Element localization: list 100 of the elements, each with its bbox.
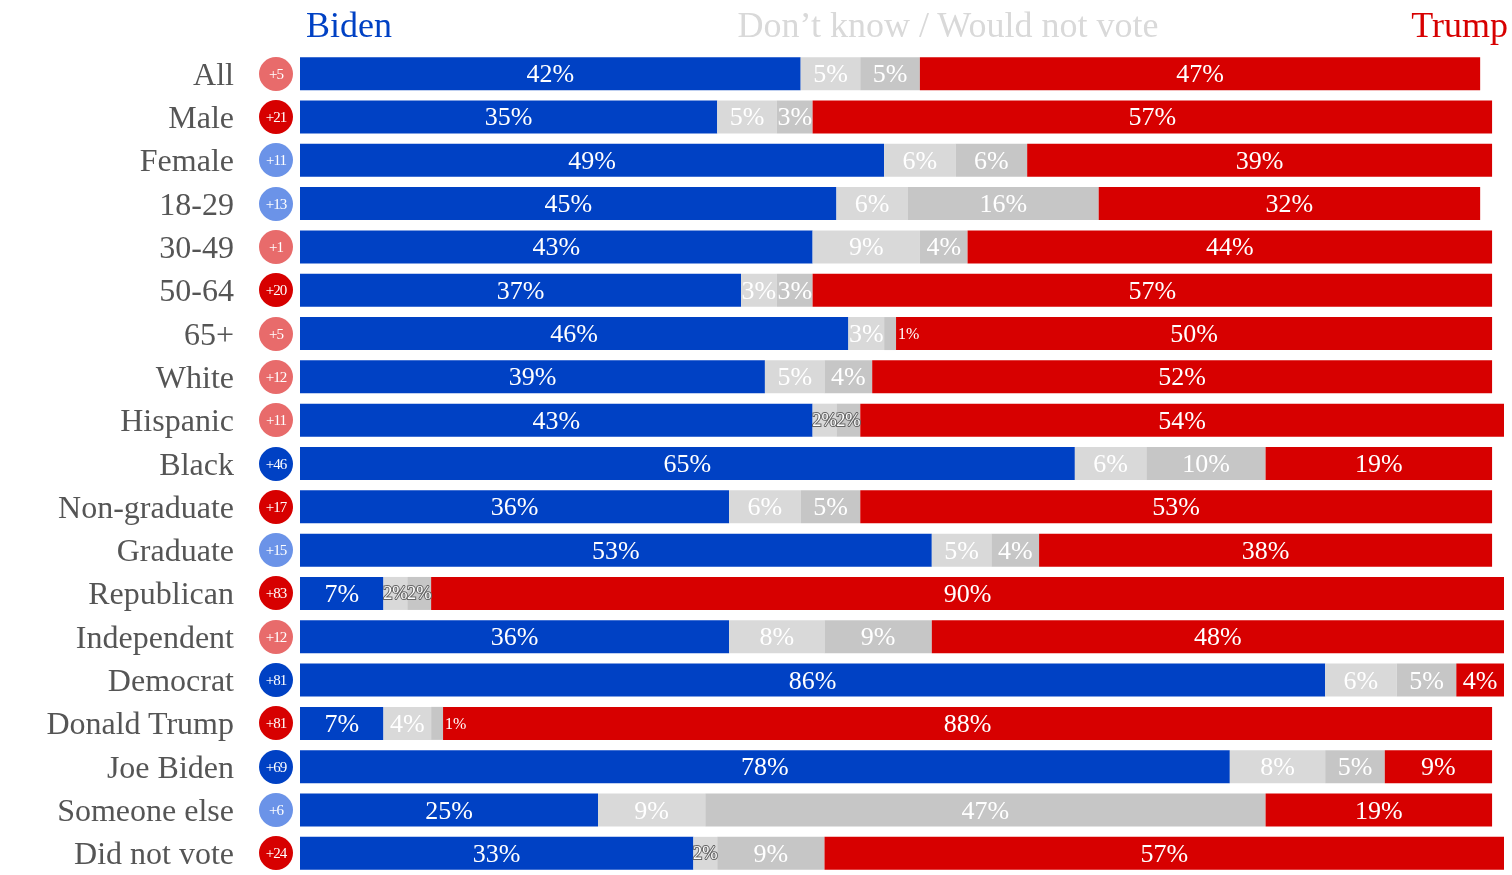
data-label: 16%	[979, 189, 1028, 219]
bar	[919, 57, 1481, 91]
margin-badge: +69	[259, 749, 293, 784]
data-label: 54%	[1158, 405, 1206, 435]
bar	[300, 706, 384, 740]
data-label: 45%	[544, 189, 593, 219]
margin-badge: +15	[259, 533, 293, 568]
data-label: 46%	[550, 319, 599, 349]
bar	[300, 836, 694, 870]
data-label: 36%	[490, 492, 539, 522]
data-label: 49%	[568, 145, 616, 175]
margin-badge: +83	[259, 576, 293, 611]
data-label: 50%	[1170, 319, 1218, 349]
bar	[300, 57, 801, 91]
bar	[1265, 447, 1493, 480]
y-tick-label: Black	[159, 445, 234, 482]
bar	[1027, 143, 1493, 177]
data-label: 47%	[961, 795, 1010, 825]
data-label: 53%	[592, 535, 640, 565]
data-label: 57%	[1140, 838, 1189, 868]
y-tick-label: 65+	[183, 315, 234, 352]
margin-badge: +12	[259, 619, 293, 654]
data-label: 25%	[425, 795, 473, 825]
bar	[717, 836, 825, 870]
data-label: 1%	[898, 325, 920, 343]
data-label: 52%	[1158, 362, 1206, 392]
bar	[300, 317, 849, 351]
bar	[860, 490, 1493, 524]
y-tick-label: White	[155, 358, 234, 395]
bar	[1229, 750, 1326, 784]
series-label: Trump	[1411, 4, 1508, 46]
bar	[300, 750, 1230, 784]
data-label: 48%	[1194, 622, 1242, 652]
y-tick-label: Graduate	[116, 532, 234, 569]
bar	[300, 620, 730, 654]
bar	[729, 620, 825, 654]
data-label: 86%	[788, 665, 837, 695]
data-label: 44%	[1205, 232, 1254, 262]
data-label: 3%	[777, 102, 813, 132]
margin-badge: +46	[259, 446, 293, 481]
y-tick-label: Independent	[75, 618, 235, 655]
data-label: 38%	[1241, 535, 1290, 565]
y-tick-label: 50-64	[159, 272, 234, 309]
margin-badge: +81	[259, 663, 293, 698]
data-label: 4%	[1462, 665, 1498, 695]
data-label: 2%	[693, 843, 718, 864]
bar	[967, 230, 1493, 264]
y-tick-label: Someone else	[57, 792, 234, 829]
data-label: 78%	[741, 752, 789, 782]
bar	[1384, 750, 1493, 784]
margin-badge: +21	[259, 99, 293, 134]
bar	[705, 793, 1266, 827]
margin-badge: +13	[259, 186, 293, 221]
bar	[812, 100, 1493, 134]
y-tick-label: Hispanic	[120, 402, 234, 439]
bar	[907, 187, 1099, 221]
data-label: 7%	[324, 578, 360, 608]
y-tick-label: 18-29	[159, 185, 234, 222]
data-label: 33%	[472, 838, 521, 868]
data-label: 4%	[997, 535, 1033, 565]
data-label: 3%	[777, 275, 813, 305]
data-label: 5%	[872, 59, 908, 89]
data-label: 39%	[508, 362, 557, 392]
data-label: 43%	[532, 405, 581, 435]
margin-badge: +6	[259, 793, 293, 827]
data-label: 88%	[943, 708, 992, 738]
bar	[300, 490, 730, 524]
bar	[300, 533, 932, 567]
data-label: 57%	[1128, 275, 1177, 305]
bar	[884, 317, 897, 351]
data-label: 57%	[1128, 102, 1177, 132]
margin-badge: +1	[259, 229, 293, 264]
bar	[1265, 793, 1493, 827]
data-label: 42%	[526, 59, 575, 89]
y-tick-label: Donald Trump	[46, 705, 234, 742]
bar	[300, 793, 599, 827]
margin-badge: +11	[259, 403, 293, 438]
bar	[872, 360, 1493, 394]
bar	[300, 663, 1326, 697]
data-label: 47%	[1176, 59, 1224, 89]
data-label: 36%	[490, 622, 539, 652]
data-label: 35%	[484, 102, 533, 132]
data-label: 9%	[753, 838, 789, 868]
data-label: 5%	[813, 492, 848, 522]
bar	[300, 100, 718, 134]
y-tick-label: 30-49	[159, 228, 234, 265]
bar	[300, 230, 813, 264]
y-tick-label: Non-graduate	[58, 488, 234, 525]
margin-badge: +11	[259, 143, 293, 178]
data-label: 43%	[532, 232, 581, 262]
bar	[931, 620, 1504, 654]
bar	[300, 187, 837, 221]
margin-badge: +5	[259, 316, 293, 351]
bar	[860, 403, 1504, 437]
bar	[598, 793, 706, 827]
data-label: 6%	[974, 145, 1009, 175]
y-tick-label: Democrat	[107, 662, 235, 699]
data-label: 2%	[383, 583, 408, 604]
margin-badge: +20	[259, 273, 293, 308]
data-label: 9%	[860, 622, 896, 652]
